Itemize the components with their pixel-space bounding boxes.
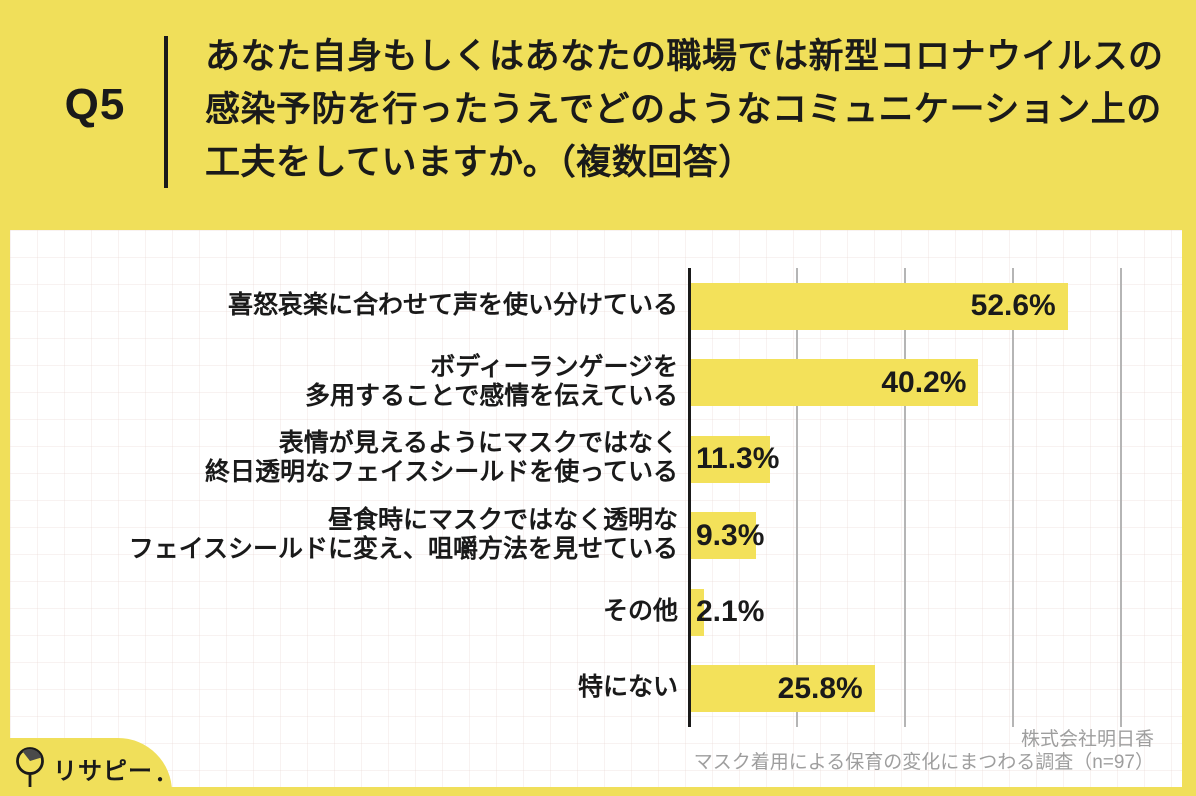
source-company: 株式会社明日香 xyxy=(1020,729,1154,750)
category-label-line: フェイスシールドに変え、咀嚼方法を見せている xyxy=(128,534,678,563)
category-label: 表情が見えるようにマスクではなく 終日透明なフェイスシールドを使っている xyxy=(205,429,678,487)
bar-6 xyxy=(689,665,875,713)
category-label: その他 xyxy=(603,597,678,626)
question-line-1: あなた自身もしくはあなたの職場では新型コロナウイルスの xyxy=(205,37,1164,76)
category-label: ボディーランゲージを 多用することで感情を伝えている xyxy=(305,353,678,411)
category-label-line: その他 xyxy=(602,596,678,625)
logo-registered-mark: ● xyxy=(157,774,164,785)
value-label: 9.3% xyxy=(696,518,765,552)
y-axis-line xyxy=(688,268,691,727)
header-divider xyxy=(164,36,168,188)
bar-3 xyxy=(689,435,771,483)
chart-card: 喜怒哀楽に合わせて声を使い分けている 52.6% ボディーランゲージを 多用することで… xyxy=(10,230,1182,787)
question-line-3: 工夫をしていますか。（複数回答） xyxy=(205,143,754,182)
category-label-line: 多用することで感情を伝えている xyxy=(304,381,678,410)
gridline-15pct xyxy=(796,268,798,727)
question-header: Q5 あなた自身もしくはあなたの職場では新型コロナウイルスの 感染予防を行ったう… xyxy=(0,0,1196,230)
category-label-line: ボディーランゲージを xyxy=(430,352,678,381)
value-label: 40.2% xyxy=(881,365,967,399)
bar-2 xyxy=(689,359,979,407)
value-label: 11.3% xyxy=(696,442,780,476)
bar-1 xyxy=(689,282,1068,330)
logo-text: リサピー xyxy=(53,757,153,785)
category-label: 特にない xyxy=(578,673,678,702)
bar-5 xyxy=(689,588,705,636)
bar-4 xyxy=(689,512,756,560)
question-text: あなた自身もしくはあなたの職場では新型コロナウイルスの 感染予防を行ったうえでど… xyxy=(205,30,1164,189)
value-label: 25.8% xyxy=(777,671,863,705)
gridline-30pct xyxy=(904,268,906,727)
category-label: 昼食時にマスクではなく透明な フェイスシールドに変え、咀嚼方法を見せている xyxy=(129,506,678,564)
category-label-line: 表情が見えるようにマスクではなく xyxy=(278,429,678,458)
category-label-line: 昼食時にマスクではなく透明な xyxy=(327,505,678,534)
category-label: 喜怒哀楽に合わせて声を使い分けている xyxy=(228,291,678,320)
question-number: Q5 xyxy=(64,80,126,129)
value-label: 52.6% xyxy=(970,289,1056,323)
source-survey: マスク着用による保育の変化にまつわる調査（n=97） xyxy=(693,752,1154,773)
category-label-line: 特にない xyxy=(577,673,678,702)
gridline-45pct xyxy=(1012,268,1014,727)
resapi-logo: リサピー ● xyxy=(14,745,163,791)
category-label-line: 終日透明なフェイスシールドを使っている xyxy=(204,458,678,487)
question-line-2: 感染予防を行ったうえでどのようなコミュニケーション上の xyxy=(205,90,1162,129)
logo-plate: リサピー ● xyxy=(0,738,172,796)
category-label-line: 喜怒哀楽に合わせて声を使い分けている xyxy=(227,290,678,319)
gridline-60pct xyxy=(1120,268,1122,727)
value-label: 2.1% xyxy=(696,595,765,629)
pie-magnifier-logo-icon xyxy=(16,747,44,787)
bar-chart: 喜怒哀楽に合わせて声を使い分けている 52.6% ボディーランゲージを 多用することで… xyxy=(10,230,1182,787)
